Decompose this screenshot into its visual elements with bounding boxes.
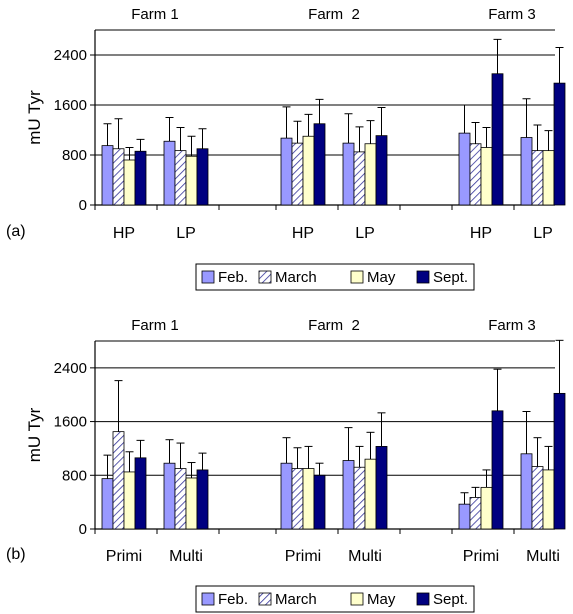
bar-feb-2 xyxy=(280,462,293,530)
bar-feb-1 xyxy=(163,140,176,206)
bar-may-5 xyxy=(542,469,555,530)
bar-march-0 xyxy=(112,148,125,206)
bar-sept-0 xyxy=(134,150,147,206)
bar-may-2 xyxy=(302,468,315,530)
bar-march-4 xyxy=(469,497,482,530)
farm-label: Farm 3 xyxy=(488,317,536,334)
category-label: HP xyxy=(113,225,135,242)
bar-may-5 xyxy=(542,150,555,206)
y-tick-label: 800 xyxy=(62,467,87,484)
bar-sept-3 xyxy=(375,135,388,206)
bar-sept-2 xyxy=(313,474,326,530)
bar-sept-0 xyxy=(134,457,147,530)
category-label: Primi xyxy=(463,548,499,565)
legend: Feb. March May Sept. xyxy=(195,585,475,613)
farm-label: Farm 2 xyxy=(308,317,360,334)
bar-sept-4 xyxy=(491,410,504,530)
category-label: Primi xyxy=(106,548,142,565)
category-label: LP xyxy=(176,225,196,242)
bar-feb-3 xyxy=(342,142,355,206)
category-label: HP xyxy=(470,225,492,242)
bar-may-1 xyxy=(185,477,198,530)
panel-label: (b) xyxy=(6,546,26,563)
chart-panel-b: 0 800 1600 2400 mU Tyr Primi Multi Primi Multi Pr… xyxy=(6,317,566,613)
bar-sept-5 xyxy=(553,82,566,206)
bar-sept-4 xyxy=(491,73,504,206)
y-axis-label: mU Tyr xyxy=(25,90,44,145)
category-label: LP xyxy=(355,225,375,242)
bar-sept-1 xyxy=(196,469,209,530)
bar-sept-3 xyxy=(375,446,388,530)
farm-label: Farm 3 xyxy=(488,6,536,23)
bar-feb-1 xyxy=(163,462,176,530)
legend: Feb. March May Sept. xyxy=(195,263,475,291)
farm-label: Farm 1 xyxy=(131,317,179,334)
legend-swatch-feb xyxy=(201,592,215,606)
y-tick-label: 2400 xyxy=(54,360,87,377)
bar-sept-5 xyxy=(553,392,566,530)
bar-may-3 xyxy=(364,143,377,206)
bar-may-1 xyxy=(185,155,198,206)
bar-may-4 xyxy=(480,486,493,530)
bar-feb-0 xyxy=(101,478,114,530)
bar-may-0 xyxy=(123,159,136,206)
category-label: HP xyxy=(292,225,314,242)
farm-label: Farm 2 xyxy=(308,6,360,23)
bar-march-4 xyxy=(469,143,482,206)
bar-feb-5 xyxy=(520,137,533,206)
category-label: Multi xyxy=(169,548,203,565)
bar-feb-4 xyxy=(458,132,471,206)
category-label: Multi xyxy=(526,548,560,565)
legend-swatch-march xyxy=(258,592,272,606)
y-tick-label: 2400 xyxy=(54,47,87,64)
bar-march-0 xyxy=(112,431,125,530)
legend-label-feb: Feb. xyxy=(218,269,248,286)
bar-march-2 xyxy=(291,142,304,206)
legend-swatch-march xyxy=(258,270,272,284)
legend-label-feb: Feb. xyxy=(218,591,248,608)
legend-swatch-feb xyxy=(201,270,215,284)
bar-march-5 xyxy=(531,150,544,206)
y-tick-label: 1600 xyxy=(54,414,87,431)
y-tick-label: 0 xyxy=(79,197,87,214)
chart-panel-a: 0 800 1600 2400 mU Tyr HP LP HP LP HP LP Farm 1 Farm… xyxy=(6,6,566,291)
category-label: Multi xyxy=(348,548,382,565)
category-label: LP xyxy=(533,225,553,242)
bar-may-4 xyxy=(480,147,493,206)
legend-label-sept: Sept. xyxy=(433,591,468,608)
y-tick-label: 0 xyxy=(79,521,87,538)
bar-feb-0 xyxy=(101,145,114,206)
y-tick-label: 1600 xyxy=(54,97,87,114)
legend-swatch-sept xyxy=(416,270,430,284)
legend-label-may: May xyxy=(367,591,396,608)
y-tick-label: 800 xyxy=(62,147,87,164)
bar-may-2 xyxy=(302,135,315,206)
legend-swatch-sept xyxy=(416,592,430,606)
bar-may-0 xyxy=(123,471,136,530)
legend-label-march: March xyxy=(275,269,317,286)
farm-label: Farm 1 xyxy=(131,6,179,23)
bar-feb-5 xyxy=(520,453,533,530)
legend-label-may: May xyxy=(367,269,396,286)
bar-sept-2 xyxy=(313,123,326,206)
bar-feb-4 xyxy=(458,503,471,530)
bar-march-1 xyxy=(174,468,187,530)
legend-label-sept: Sept. xyxy=(433,269,468,286)
bar-march-1 xyxy=(174,150,187,206)
bar-march-5 xyxy=(531,466,544,530)
bar-sept-1 xyxy=(196,148,209,206)
panel-label: (a) xyxy=(6,223,26,240)
bar-march-3 xyxy=(353,466,366,530)
bar-march-3 xyxy=(353,151,366,206)
bar-feb-2 xyxy=(280,137,293,206)
legend-swatch-may xyxy=(350,592,364,606)
legend-swatch-may xyxy=(350,270,364,284)
bar-may-3 xyxy=(364,458,377,530)
category-label: Primi xyxy=(285,548,321,565)
legend-label-march: March xyxy=(275,591,317,608)
bar-feb-3 xyxy=(342,460,355,530)
bar-march-2 xyxy=(291,468,304,530)
y-axis-label: mU Tyr xyxy=(25,407,44,462)
